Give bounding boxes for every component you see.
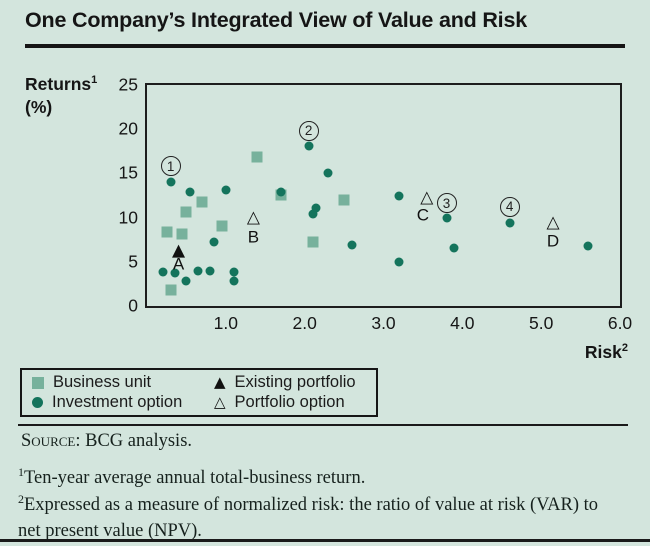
x-axis-label: Risk [584, 342, 622, 362]
footnote-2-marker: 2 [18, 492, 24, 506]
legend-label: Investment option [52, 392, 183, 411]
figure-title: One Company’s Integrated View of Value a… [25, 8, 527, 32]
business-unit-point [251, 151, 263, 163]
investment-option-point [304, 141, 314, 151]
footnote-2: 2Expressed as a measure of normalized ri… [18, 486, 603, 544]
title-underline [25, 44, 625, 48]
y-axis-title: Returns1 (%) [25, 69, 97, 119]
investment-option-point [166, 177, 176, 187]
circled-number-3: 3 [436, 193, 457, 214]
y-tick-label: 0 [128, 295, 138, 316]
footnote-1: 1Ten-year average annual total-business … [18, 459, 638, 491]
point-label-a: A [172, 254, 185, 274]
investment-option-point [583, 241, 593, 251]
open-triangle-icon: △ [214, 392, 226, 411]
legend-label: Business unit [53, 373, 152, 392]
investment-option-point [181, 276, 191, 286]
portfolio-option-point: △ [546, 212, 560, 233]
business-unit-point [216, 220, 228, 232]
point-label-b: B [247, 227, 260, 247]
y-tick-label: 20 [118, 118, 138, 139]
circle-marker-icon [32, 396, 43, 408]
legend: Business unit ▲ Existing portfolio Inves… [20, 368, 378, 417]
business-unit-point [307, 236, 319, 248]
investment-option-point [394, 191, 404, 201]
bottom-border [0, 539, 650, 542]
source-line: Source: BCG analysis. [21, 431, 192, 452]
investment-option-point [442, 213, 452, 223]
y-tick-label: 25 [118, 74, 138, 95]
x-tick-label: 1.0 [213, 313, 238, 333]
source-label: Source: [21, 431, 81, 451]
business-unit-point [180, 206, 192, 218]
investment-option-point [394, 257, 404, 267]
business-unit-point [176, 228, 188, 239]
investment-option-point [308, 209, 318, 219]
investment-option-point [449, 243, 459, 253]
footnote-2-text: Expressed as a measure of normalized ris… [18, 495, 599, 542]
investment-option-point [205, 266, 215, 276]
y-tick-label: 10 [118, 207, 138, 228]
investment-option-point [170, 268, 180, 278]
legend-item-business-unit: Business unit [32, 373, 214, 392]
plot-area: 0 5 10 15 20 25 1.0 2.0 3.0 4.0 5.0 6.0 ▲ △ △ △ A B C D 1 2 3 4 [119, 75, 633, 334]
legend-label: Portfolio option [234, 392, 345, 411]
footnote-1-marker: 1 [18, 465, 24, 479]
circled-number-1: 1 [160, 156, 181, 177]
investment-option-point [185, 187, 195, 197]
x-axis-footnote-marker: 2 [621, 342, 628, 355]
investment-option-point [323, 168, 333, 178]
investment-option-point [347, 240, 357, 250]
legend-item-portfolio-option: △ Portfolio option [214, 393, 370, 412]
y-axis-label: Returns1 [25, 73, 98, 94]
point-label-d: D [546, 231, 560, 251]
filled-triangle-icon: ▲ [214, 373, 226, 392]
y-axis-unit: (%) [25, 96, 53, 117]
legend-label: Existing portfolio [234, 373, 356, 392]
investment-option-point [221, 185, 231, 195]
business-unit-point [338, 194, 350, 206]
footer-divider [18, 424, 628, 426]
investment-option-point [209, 237, 219, 247]
circled-number-2: 2 [298, 120, 319, 141]
investment-option-point [193, 266, 203, 276]
circled-number-4: 4 [499, 196, 520, 217]
investment-option-point [158, 267, 168, 277]
investment-option-point [505, 218, 515, 228]
x-tick-label: 3.0 [371, 313, 396, 333]
footnote-1-text: Ten-year average annual total-business r… [24, 468, 366, 489]
y-tick-label: 5 [128, 251, 138, 272]
point-label-c: C [416, 205, 430, 225]
business-unit-point [196, 196, 208, 208]
investment-option-point [276, 187, 286, 197]
investment-option-point [229, 276, 239, 286]
y-tick-label: 15 [118, 162, 138, 183]
x-tick-label: 5.0 [528, 313, 554, 333]
legend-item-existing-portfolio: ▲ Existing portfolio [214, 373, 370, 392]
x-tick-label: 6.0 [607, 313, 633, 333]
portfolio-option-point: △ [246, 207, 260, 228]
x-tick-label: 4.0 [450, 313, 475, 333]
investment-option-point [229, 267, 239, 277]
existing-portfolio-point: ▲ [171, 240, 186, 261]
y-axis-footnote-marker: 1 [91, 74, 98, 86]
portfolio-option-point: △ [420, 187, 434, 208]
investment-option-point [311, 203, 321, 213]
x-axis-title: Risk2 [585, 342, 628, 363]
x-tick-label: 2.0 [292, 313, 317, 333]
square-marker-icon [32, 376, 44, 389]
business-unit-point [165, 284, 177, 296]
business-unit-point [161, 226, 173, 238]
source-text: BCG analysis. [85, 431, 193, 451]
legend-item-investment-option: Investment option [32, 393, 214, 412]
